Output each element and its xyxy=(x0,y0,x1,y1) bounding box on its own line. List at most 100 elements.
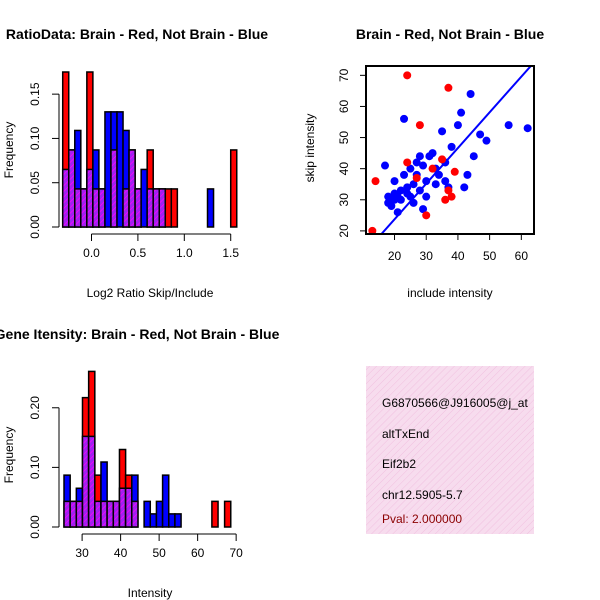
ratio-y-tick-label: 0.10 xyxy=(28,126,42,150)
scatter-y-tick-label: 50 xyxy=(337,131,351,145)
scatter-fit-line xyxy=(380,66,532,234)
intensity-overlap-bar xyxy=(100,500,108,528)
scatter-point-brain xyxy=(412,174,421,182)
ratio-bar xyxy=(140,168,148,228)
ratio-overlap-bar xyxy=(74,188,82,228)
info-pval: Pval: 2.000000 xyxy=(382,512,462,526)
scatter-y-tick-label: 30 xyxy=(337,193,351,207)
info-id-text: G6870566@J916005@j_at xyxy=(382,396,528,410)
intensity-overlap-bar xyxy=(131,500,139,528)
scatter-point-not-brain xyxy=(469,152,478,161)
intensity-histogram-title: Gene Itensity: Brain - Red, Not Brain - … xyxy=(0,326,280,342)
intensity-x-tick-label: 70 xyxy=(229,546,243,560)
scatter-point-not-brain xyxy=(396,186,405,195)
scatter-point-not-brain xyxy=(381,161,390,170)
scatter-point-not-brain xyxy=(482,136,491,145)
ratio-overlap-bar xyxy=(110,149,118,228)
scatter-point-not-brain xyxy=(434,170,443,179)
scatter-point-not-brain xyxy=(403,183,412,192)
scatter-point-not-brain xyxy=(457,108,466,117)
ratio-bar xyxy=(229,149,238,228)
scatter-point-not-brain xyxy=(466,90,475,98)
scatter-y-tick-label: 40 xyxy=(337,162,351,176)
scatter-point-not-brain xyxy=(476,130,485,139)
intensity-x-tick-label: 40 xyxy=(114,546,128,560)
intensity-histogram: Gene Itensity: Brain - Red, Not Brain - … xyxy=(0,326,280,600)
ratio-overlap-bar xyxy=(122,188,130,228)
scatter-x-tick-label: 50 xyxy=(483,249,497,263)
scatter-point-brain xyxy=(441,195,450,204)
scatter-point-not-brain xyxy=(406,164,415,173)
ratio-y-tick-label: 0.05 xyxy=(28,171,42,195)
scatter-point-brain xyxy=(371,177,380,186)
ratio-histogram-bars xyxy=(61,71,238,228)
scatter-point-brain xyxy=(403,71,412,80)
ratio-overlap-bar xyxy=(158,188,167,228)
scatter-frame xyxy=(365,65,535,235)
ratio-overlap-bar xyxy=(92,188,100,228)
scatter-point-brain xyxy=(368,226,377,234)
intensity-bar xyxy=(161,474,170,528)
intensity-overlap-bar xyxy=(75,500,84,528)
scatter-point-not-brain xyxy=(463,170,472,179)
ratio-bar xyxy=(170,188,179,228)
ratio-histogram-axes: 0.0 0.5 1.0 1.5 0.00 0.05 0.10 0.15 xyxy=(28,82,239,260)
scatter-point-not-brain xyxy=(400,170,409,179)
scatter-point-not-brain xyxy=(415,152,424,161)
intensity-overlap-bar xyxy=(63,500,71,528)
info-gene: Eif2b2 xyxy=(382,457,416,471)
ratio-overlap-bar xyxy=(98,188,106,228)
intensity-y-tick-label: 0.20 xyxy=(28,396,42,420)
scatter-point-not-brain xyxy=(396,195,405,204)
ratio-overlap-bar xyxy=(134,188,142,228)
intensity-bar xyxy=(223,500,232,528)
scatter-point-not-brain xyxy=(422,192,431,201)
ratio-bar xyxy=(116,111,124,228)
ratio-x-tick-label: 1.5 xyxy=(222,246,239,260)
scatter-point-not-brain xyxy=(400,114,409,123)
scatter-point-not-brain xyxy=(431,180,440,189)
intensity-bar xyxy=(174,513,182,528)
scatter-point-brain xyxy=(444,83,453,92)
scatter-y-tick-label: 70 xyxy=(337,68,351,82)
info-event-type: altTxEnd xyxy=(382,427,429,441)
scatter-point-not-brain xyxy=(412,158,421,167)
scatter-point-not-brain xyxy=(447,142,456,151)
scatter-x-tick-label: 20 xyxy=(388,249,402,263)
scatter-point-not-brain xyxy=(390,195,399,204)
intensity-overlap-bar xyxy=(69,500,78,528)
scatter-point-not-brain xyxy=(387,202,396,210)
scatter-y-tick-label: 60 xyxy=(337,99,351,113)
scatter-point-brain xyxy=(403,158,412,167)
scatter-point-not-brain xyxy=(390,177,399,186)
ratio-overlap-bar xyxy=(61,168,70,228)
intensity-histogram-ylabel: Frequency xyxy=(2,427,16,484)
ratio-histogram-xlabel: Log2 Ratio Skip/Include xyxy=(87,286,214,300)
ratio-x-tick-label: 0.0 xyxy=(83,246,100,260)
ratio-bar xyxy=(104,111,112,228)
ratio-y-tick-label: 0.00 xyxy=(28,215,42,239)
scatter-plot-area xyxy=(368,66,532,234)
ratio-overlap-bar xyxy=(80,188,88,228)
scatter-point-not-brain xyxy=(415,186,424,195)
scatter-title: Brain - Red, Not Brain - Blue xyxy=(356,26,544,42)
scatter-point-not-brain xyxy=(393,208,402,217)
info-box: G6870566@J916005@j_at altTxEnd Eif2b2 ch… xyxy=(366,366,534,534)
scatter-points xyxy=(368,66,532,234)
scatter-point-not-brain xyxy=(460,183,469,192)
scatter-point-not-brain xyxy=(409,180,418,189)
intensity-overlap-bar xyxy=(112,500,121,528)
intensity-overlap-bar xyxy=(106,500,115,528)
ratio-bar xyxy=(164,188,173,228)
intensity-x-tick-label: 50 xyxy=(152,546,166,560)
scatter-point-brain xyxy=(444,186,453,195)
scatter-xlabel: include intensity xyxy=(407,286,492,300)
scatter-point-not-brain xyxy=(453,121,462,130)
scatter-point-not-brain xyxy=(419,161,428,170)
ratio-histogram-ylabel: Frequency xyxy=(2,122,16,179)
ratio-overlap-bar xyxy=(86,168,94,228)
intensity-overlap-bar xyxy=(118,487,127,528)
ratio-overlap-bar xyxy=(128,149,136,228)
ratio-bar xyxy=(206,188,215,228)
